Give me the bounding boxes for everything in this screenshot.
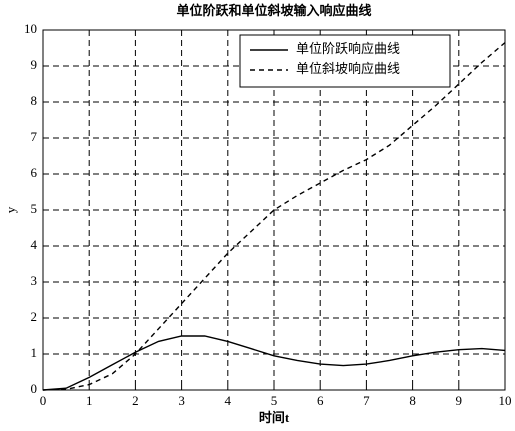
y-tick-label: 9: [31, 57, 38, 72]
x-tick-label: 7: [363, 393, 370, 408]
x-tick-label: 0: [40, 393, 47, 408]
x-tick-label: 2: [132, 393, 139, 408]
legend-label: 单位阶跃响应曲线: [296, 41, 400, 56]
plot-frame: [42, 29, 506, 391]
y-tick-label: 0: [31, 381, 38, 396]
x-tick-label: 9: [456, 393, 463, 408]
y-tick-label: 10: [24, 21, 37, 36]
x-tick-label: 10: [499, 393, 512, 408]
legend-box: [239, 34, 451, 88]
x-tick-label: 6: [317, 393, 324, 408]
y-tick-label: 6: [31, 165, 38, 180]
y-tick-label: 8: [31, 93, 38, 108]
y-tick-label: 7: [31, 129, 38, 144]
series-line: [42, 42, 506, 391]
x-tick-label: 3: [178, 393, 185, 408]
chart-title: 单位阶跃和单位斜坡输入响应曲线: [176, 3, 371, 18]
y-tick-label: 2: [31, 309, 38, 324]
x-axis-label: 时间t: [259, 410, 290, 425]
legend-label: 单位斜坡响应曲线: [296, 61, 400, 76]
x-tick-label: 1: [86, 393, 93, 408]
y-tick-label: 4: [31, 237, 38, 252]
y-tick-label: 1: [31, 345, 38, 360]
y-tick-label: 3: [31, 273, 38, 288]
y-axis-label: y: [3, 206, 18, 213]
y-tick-label: 5: [31, 201, 38, 216]
x-tick-label: 8: [409, 393, 416, 408]
series-line: [42, 335, 506, 391]
x-tick-label: 4: [225, 393, 232, 408]
x-tick-label: 5: [271, 393, 278, 408]
